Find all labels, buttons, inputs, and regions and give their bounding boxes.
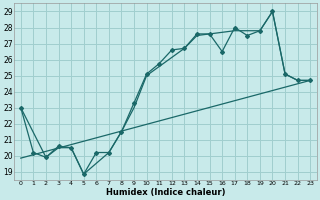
X-axis label: Humidex (Indice chaleur): Humidex (Indice chaleur) xyxy=(106,188,225,197)
